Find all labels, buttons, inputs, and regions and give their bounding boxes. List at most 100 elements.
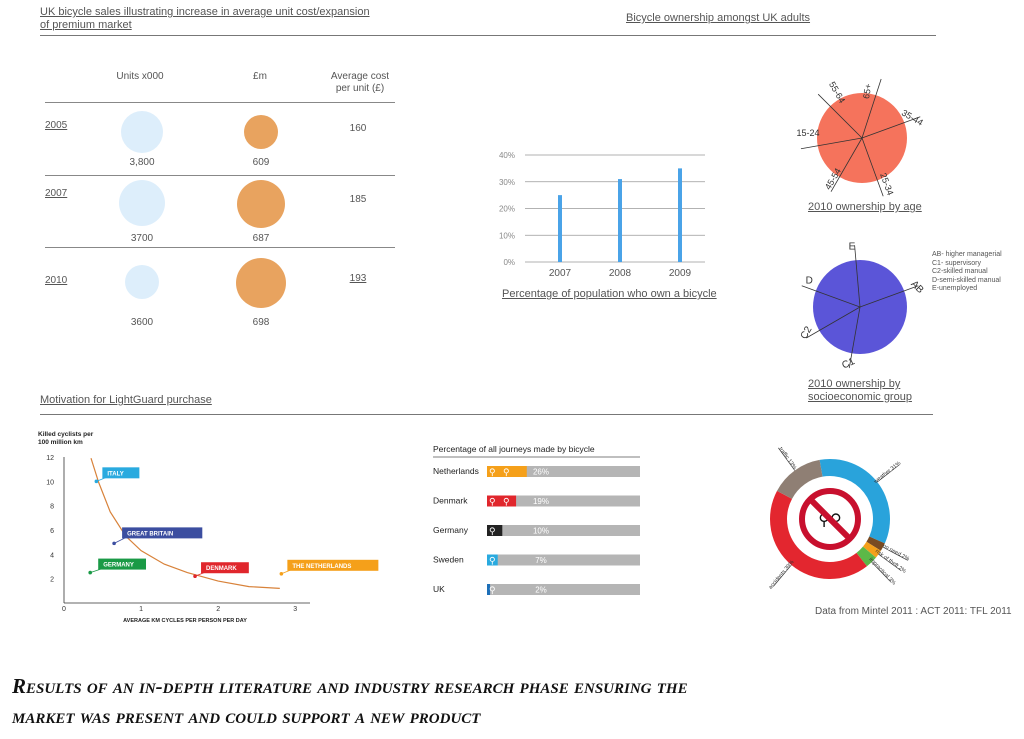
value-bubble-2005 <box>244 115 278 149</box>
sales-row-rule-1 <box>45 175 395 176</box>
socio-legend-ab: AB- higher managerial <box>932 251 1002 258</box>
socio-pie-chart: AB C1 C2 D E <box>799 242 926 370</box>
slide-caption: Results of an in-depth literature and in… <box>12 671 1012 731</box>
killed-x-tick-0: 0 <box>62 606 66 613</box>
caption-line-2: market was present and could support a n… <box>12 704 481 728</box>
donut-leader-weather <box>877 464 900 483</box>
bicycle-icon: ⚲ <box>489 556 496 566</box>
age-label-65: 65+ <box>861 83 874 100</box>
prohibition-slash <box>808 497 852 541</box>
killed-y-tick-8: 8 <box>50 504 54 511</box>
value-bubble-2010 <box>236 258 286 308</box>
journey-country-uk: UK <box>433 584 445 594</box>
journeys-chart: Percentage of all journeys made by bicyc… <box>433 444 640 595</box>
value-bubble-2007 <box>237 180 285 228</box>
sales-units-2010: 3600 <box>130 317 154 328</box>
sales-year-2010: 2010 <box>45 275 68 286</box>
journey-track-uk <box>487 584 640 595</box>
socio-legend-c1: C1- supervisory <box>932 259 982 267</box>
journey-track-sweden <box>487 554 640 566</box>
point-great-britain <box>112 541 116 546</box>
killed-xlabel: AVERAGE KM CYCLES PER PERSON PER DAY <box>123 618 247 624</box>
socio-legend-c2: C2-skilled manual <box>932 268 988 275</box>
killed-x-tick-3: 3 <box>293 606 297 613</box>
socio-legend: AB- higher managerial C1- supervisory C2… <box>932 251 1022 294</box>
units-bubble-2010 <box>125 265 159 299</box>
socio-legend-e: E-unemployed <box>932 285 978 292</box>
y-tick-40: 40% <box>499 151 515 160</box>
journeys-title: Percentage of all journeys made by bicyc… <box>433 444 595 454</box>
killed-trend-curve <box>90 458 280 589</box>
donut-segment-impractical <box>856 546 876 567</box>
sales-avg-2005: 160 <box>349 123 367 134</box>
x-tick-2007: 2007 <box>549 268 572 279</box>
age-label-45-54: 45-54 <box>823 166 843 191</box>
journey-bar-denmark <box>487 495 517 507</box>
age-slice-15-24 <box>800 137 863 150</box>
ownership-bar-caption: Percentage of population who own a bicyc… <box>502 288 717 300</box>
socio-slice-d <box>801 285 861 308</box>
point-denmark <box>193 574 197 579</box>
point-germany <box>88 570 93 575</box>
journey-bar-germany <box>487 525 503 536</box>
socio-slice-c1 <box>848 306 861 369</box>
socio-label-d: D <box>806 275 813 286</box>
bicycle-icon: ⚲ <box>503 467 510 477</box>
killed-ylabel-line2: 100 million km <box>38 439 83 446</box>
point-label-box-germany <box>98 558 147 570</box>
socio-pie-caption: 2010 ownership by socioeconomic group <box>808 378 912 403</box>
y-tick-20: 20% <box>499 205 515 214</box>
bicycle-icon: ⚲ <box>489 467 496 477</box>
age-label-25-34: 25-34 <box>878 172 895 197</box>
donut-segment-weather <box>819 459 890 544</box>
journey-country-germany: Germany <box>433 525 469 535</box>
age-slice-35-44 <box>861 116 921 139</box>
donut-segment-risk-of-theft <box>862 541 881 558</box>
units-bubble-2005 <box>121 111 163 153</box>
donut-segment-traffic <box>777 459 823 499</box>
point-label-box-great-britain <box>122 527 203 539</box>
socio-slice-e <box>854 245 861 308</box>
journey-country-sweden: Sweden <box>433 555 464 565</box>
col-units-header: Units x000 <box>116 71 164 82</box>
data-sources: Data from Mintel 2011 : ACT 2011: TFL 20… <box>815 606 1012 617</box>
donut-leader-no-need <box>882 546 908 561</box>
sales-value-2010: 698 <box>252 317 270 328</box>
bar-2009 <box>678 168 682 262</box>
sales-value-2007: 687 <box>252 233 270 244</box>
y-tick-10: 10% <box>499 231 515 240</box>
killed-ylabel-line1: Killed cyclists per <box>38 431 94 438</box>
sales-avg-2010: 193 <box>349 273 367 284</box>
journey-value-germany: 10% <box>533 527 549 536</box>
killed-y-tick-6: 6 <box>50 528 54 535</box>
y-tick-0: 0% <box>503 258 515 267</box>
socio-legend-d: D-semi-skilled manual <box>932 276 1001 284</box>
point-label-box-denmark <box>201 562 249 574</box>
x-tick-2008: 2008 <box>609 268 632 279</box>
socio-label-ab: AB <box>908 279 925 296</box>
ownership-bar-chart: 0% 10% 20% 30% 40% 2007 2008 2009 <box>499 151 705 279</box>
donut-label-weather: weather 31% <box>872 460 902 485</box>
journey-bar-netherlands <box>487 466 527 477</box>
age-slice-25-34 <box>861 137 884 197</box>
bicycle-icon: ⚲ <box>489 526 496 536</box>
journey-country-netherlands: Netherlands <box>433 466 479 476</box>
killed-x-tick-2: 2 <box>216 606 220 613</box>
socio-slice-ab <box>859 285 919 308</box>
motivation-rule <box>40 414 933 415</box>
sales-title: UK bicycle sales illustrating increase i… <box>40 6 370 31</box>
journey-value-netherlands: 26% <box>533 468 549 477</box>
socio-label-e: E <box>849 242 856 253</box>
point-label-box-italy <box>102 467 140 479</box>
donut-leader-traffic <box>778 447 795 471</box>
killed-x-tick-1: 1 <box>139 606 143 613</box>
point-italy <box>94 479 99 484</box>
reasons-donut-chart: weather 31%no need 2%risk of theft 2%imp… <box>768 446 910 590</box>
sales-units-2007: 3700 <box>130 233 154 244</box>
journey-track-germany <box>487 525 640 536</box>
donut-leader-impractical <box>871 561 892 583</box>
bar-2008 <box>618 179 622 262</box>
journey-bar-sweden <box>487 554 498 566</box>
point-label-great-britain: GREAT BRITAIN <box>127 531 173 537</box>
